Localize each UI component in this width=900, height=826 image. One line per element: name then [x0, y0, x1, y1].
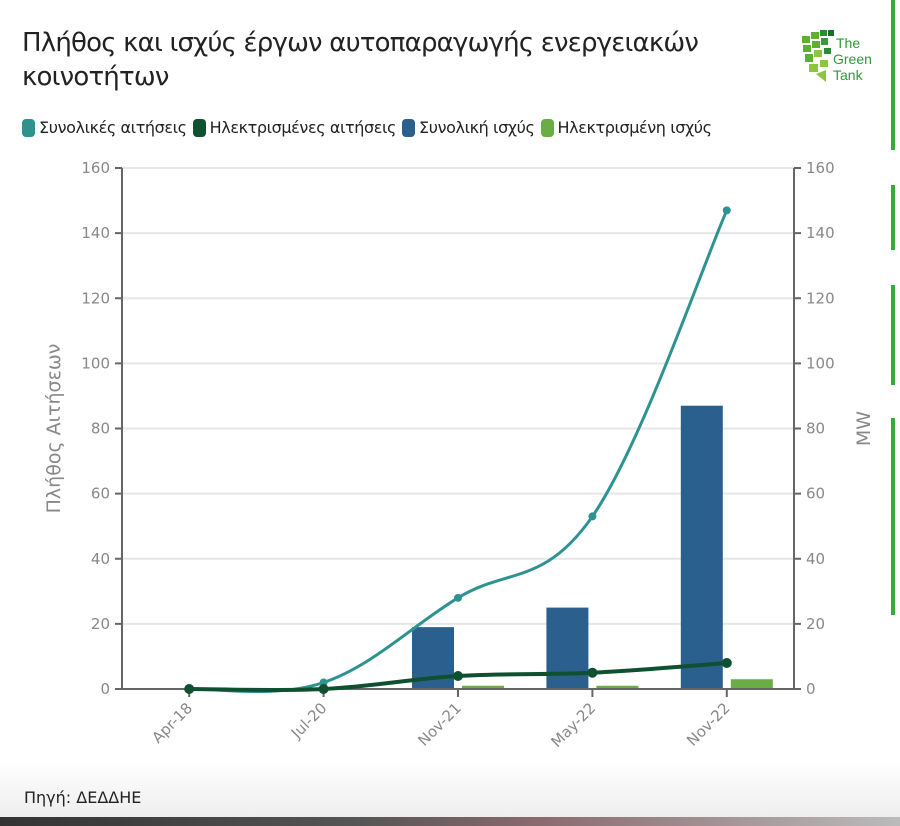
- y-tick-label: 160: [81, 159, 110, 177]
- y2-tick-label: 40: [806, 550, 825, 568]
- y2-tick-label: 120: [806, 289, 835, 307]
- y2-tick-label: 80: [806, 420, 825, 438]
- svg-text:Tank: Tank: [833, 67, 864, 83]
- edge-bar: [891, 285, 895, 385]
- legend-label: Συνολική ισχύς: [419, 118, 535, 137]
- bar-total-power: [546, 607, 589, 689]
- bar-elec-power: [596, 685, 639, 689]
- y2-tick-label: 100: [806, 354, 835, 372]
- legend-item-total-power[interactable]: Συνολική ισχύς: [402, 118, 535, 137]
- x-tick-label: Nov-21: [414, 699, 464, 749]
- legend-swatch: [192, 118, 206, 137]
- line-elec-requests-point: [587, 667, 598, 678]
- x-tick-label: Apr-18: [148, 699, 196, 747]
- y2-tick-label: 140: [806, 224, 835, 242]
- y-tick-label: 20: [91, 615, 110, 633]
- y2-axis-title: MW: [853, 411, 875, 446]
- y2-tick-label: 160: [806, 159, 835, 177]
- y-tick-label: 140: [81, 224, 110, 242]
- edge-bar: [891, 185, 895, 250]
- bar-elec-power: [462, 685, 504, 689]
- x-tick-label: May-22: [547, 699, 599, 751]
- legend-swatch: [22, 118, 35, 137]
- footer-background: [0, 760, 900, 817]
- y-tick-label: 0: [100, 680, 110, 698]
- legend-swatch: [402, 118, 416, 137]
- legend-item-total-requests[interactable]: Συνολικές αιτήσεις: [22, 118, 187, 137]
- logo-text: The: [836, 35, 860, 51]
- line-elec-requests-point: [721, 657, 732, 668]
- line-total-requests-point: [722, 206, 731, 215]
- legend-item-elec-power[interactable]: Ηλεκτρισμένη ισχύς: [540, 118, 713, 137]
- x-tick-label: Nov-22: [683, 699, 733, 749]
- y2-tick-label: 0: [806, 680, 816, 698]
- legend-item-elec-requests[interactable]: Ηλεκτρισμένες αιτήσεις: [192, 118, 397, 137]
- y-tick-label: 40: [91, 550, 110, 568]
- line-elec-requests-point: [318, 684, 329, 694]
- chart-title: Πλήθος και ισχύς έργων αυτοπαραγωγής ενε…: [22, 28, 699, 92]
- y-tick-label: 60: [91, 485, 110, 503]
- bottom-strip: [0, 817, 900, 826]
- line-total-requests: [189, 209, 729, 694]
- y-axis-title: Πλήθος Αιτήσεων: [43, 344, 65, 514]
- edge-bar: [891, 418, 895, 615]
- source-note: Πηγή: ΔΕΔΔΗΕ: [24, 788, 142, 807]
- bar-total-power: [680, 405, 723, 689]
- y-tick-label: 80: [91, 420, 110, 438]
- line-elec-requests-point: [453, 670, 463, 681]
- svg-text:Green: Green: [833, 51, 872, 67]
- green-tank-logo: The Green Tank: [802, 30, 872, 83]
- edge-bar: [891, 0, 895, 150]
- chart-plot: 0 0 20 20 40 40 60 60 80 80 100 100 120 120 140 140 160 1…: [43, 159, 875, 751]
- legend-label: Ηλεκτρισμένη ισχύς: [557, 118, 713, 137]
- legend-label: Ηλεκτρισμένες αιτήσεις: [209, 118, 397, 137]
- y-tick-label: 100: [81, 354, 110, 372]
- x-tick-label: Jul-20: [287, 699, 331, 743]
- y2-tick-label: 20: [806, 615, 825, 633]
- line-elec-requests-point: [184, 684, 195, 694]
- legend-swatch: [540, 118, 554, 137]
- bar-elec-power: [730, 679, 773, 689]
- line-total-requests-point: [588, 512, 597, 521]
- line-total-requests-point: [454, 593, 462, 602]
- y2-tick-label: 60: [806, 485, 825, 503]
- y-tick-label: 120: [81, 289, 110, 307]
- legend-label: Συνολικές αιτήσεις: [39, 118, 187, 137]
- chart-legend: Συνολικές αιτήσεις Ηλεκτρισμένες αιτήσει…: [22, 118, 712, 137]
